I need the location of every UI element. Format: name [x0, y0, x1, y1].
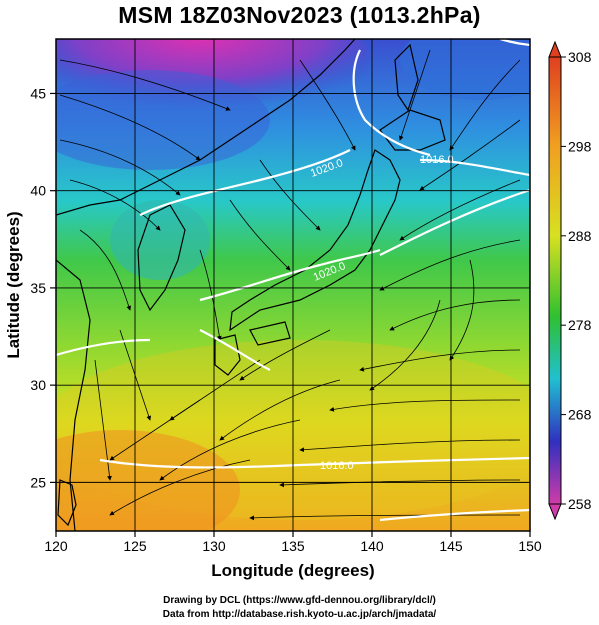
colorbar-tick-label: 268 [568, 407, 592, 423]
colorbar-tick-label: 288 [568, 228, 592, 244]
x-tick-label: 140 [360, 538, 384, 554]
honshu-outline [229, 149, 401, 332]
isobar-label-2: 1016.0 [420, 154, 454, 166]
x-axis-label: Longitude (degrees) [211, 561, 374, 580]
y-tick-label: 45 [30, 85, 46, 101]
colorbar-tick-label: 278 [568, 317, 592, 333]
shikoku-outline [249, 321, 291, 346]
isobar-lines [56, 39, 530, 522]
page-title: MSM 18Z03Nov2023 (1013.2hPa) [118, 2, 481, 28]
china-coast-outline [56, 259, 91, 531]
korea-peninsula-outline [137, 204, 186, 312]
y-tick-label: 25 [30, 474, 46, 490]
taiwan-outline [57, 479, 77, 527]
y-axis-ticks: 25 30 35 40 45 [30, 85, 56, 490]
credits: Drawing by DCL (https://www.gfd-dennou.o… [0, 594, 599, 622]
colorbar-ticks: 308 298 288 278 268 258 [561, 49, 592, 512]
temperature-field: 1020.0 1016.0 1020.0 1016.0 [56, 39, 530, 531]
x-tick-label: 120 [44, 538, 68, 554]
kyushu-outline [214, 334, 241, 376]
graticule [56, 39, 530, 531]
land-masses [56, 39, 446, 531]
x-tick-label: 130 [202, 538, 226, 554]
sakhalin-outline [394, 43, 419, 112]
x-tick-label: 150 [518, 538, 542, 554]
credit-line-drawing: Drawing by DCL (https://www.gfd-dennou.o… [163, 595, 436, 606]
wind-streamlines [59, 49, 521, 521]
colorbar-gradient [548, 56, 562, 505]
x-tick-label: 145 [439, 538, 463, 554]
y-tick-label: 30 [30, 377, 46, 393]
continent-coast-outline [56, 39, 356, 216]
colorbar-tick-label: 298 [568, 138, 592, 154]
y-axis-label: Latitude (degrees) [4, 211, 23, 358]
x-tick-label: 135 [281, 538, 305, 554]
x-axis-ticks: 120 125 130 135 140 145 150 [44, 531, 542, 554]
y-tick-label: 40 [30, 183, 46, 199]
colorbar-tick-label: 308 [568, 49, 592, 65]
colorbar-tick-label: 258 [568, 496, 592, 512]
credit-line-data: Data from http://database.rish.kyoto-u.a… [162, 609, 437, 620]
y-tick-label: 35 [30, 280, 46, 296]
isobar-label-4: 1016.0 [320, 460, 354, 472]
colorbar: 308 298 288 278 268 258 [548, 40, 592, 521]
colorbar-top-triangle [548, 40, 562, 58]
x-tick-label: 125 [123, 538, 147, 554]
colorbar-bottom-triangle [548, 503, 562, 521]
